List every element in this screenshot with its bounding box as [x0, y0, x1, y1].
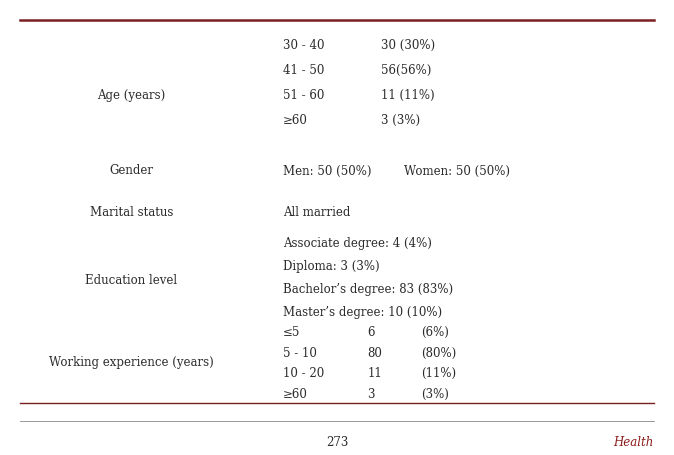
Text: ≥60: ≥60	[283, 387, 308, 400]
Text: 3 (3%): 3 (3%)	[381, 114, 420, 127]
Text: 80: 80	[367, 346, 382, 359]
Text: ≥60: ≥60	[283, 114, 308, 127]
Text: 41 - 50: 41 - 50	[283, 64, 324, 77]
Text: 5 - 10: 5 - 10	[283, 346, 317, 359]
Text: (6%): (6%)	[421, 326, 449, 339]
Text: Master’s degree: 10 (10%): Master’s degree: 10 (10%)	[283, 305, 442, 318]
Text: All married: All married	[283, 205, 350, 218]
Text: Bachelor’s degree: 83 (83%): Bachelor’s degree: 83 (83%)	[283, 283, 453, 295]
Text: 30 (30%): 30 (30%)	[381, 39, 435, 52]
Text: 11 (11%): 11 (11%)	[381, 89, 435, 102]
Text: Men: 50 (50%): Men: 50 (50%)	[283, 164, 371, 177]
Text: Women: 50 (50%): Women: 50 (50%)	[404, 164, 510, 177]
Text: (80%): (80%)	[421, 346, 456, 359]
Text: 6: 6	[367, 326, 375, 339]
Text: ≤5: ≤5	[283, 326, 301, 339]
Text: 3: 3	[367, 387, 375, 400]
Text: 30 - 40: 30 - 40	[283, 39, 325, 52]
Text: Diploma: 3 (3%): Diploma: 3 (3%)	[283, 260, 379, 273]
Text: 10 - 20: 10 - 20	[283, 367, 324, 379]
Text: 51 - 60: 51 - 60	[283, 89, 324, 102]
Text: 56(56%): 56(56%)	[381, 64, 431, 77]
Text: (3%): (3%)	[421, 387, 449, 400]
Text: Age (years): Age (years)	[97, 89, 166, 102]
Text: 273: 273	[326, 435, 348, 448]
Text: Associate degree: 4 (4%): Associate degree: 4 (4%)	[283, 237, 432, 250]
Text: Gender: Gender	[109, 164, 154, 177]
Text: 11: 11	[367, 367, 382, 379]
Text: Health: Health	[613, 435, 654, 448]
Text: Working experience (years): Working experience (years)	[49, 355, 214, 368]
Text: Marital status: Marital status	[90, 205, 173, 218]
Text: (11%): (11%)	[421, 367, 456, 379]
Text: Education level: Education level	[86, 273, 177, 286]
